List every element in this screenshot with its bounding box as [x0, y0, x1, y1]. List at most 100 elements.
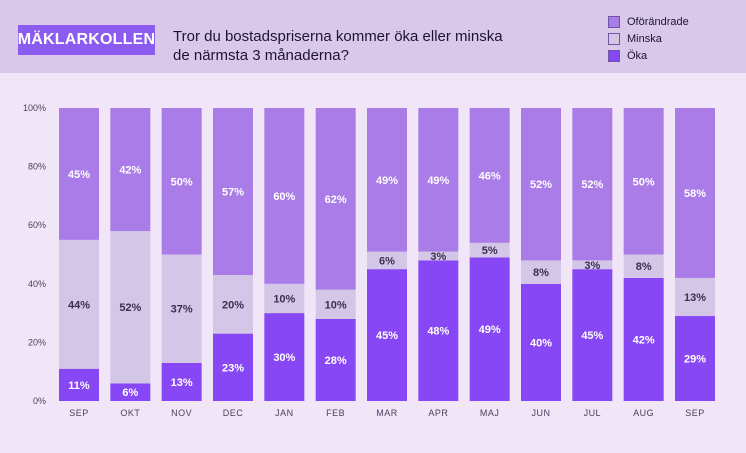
stacked-bar-chart: 0% 20% 40% 60% 80% 100% 11% 44% 45% SEP 6% 52% 42% OK…	[23, 103, 715, 418]
chart-title-line-2: de närmsta 3 månaderna?	[173, 47, 349, 64]
bar-segment-oforandrade	[315, 108, 356, 290]
bar-segment-oforandrade	[367, 108, 407, 252]
bar-segment-oforandrade	[418, 108, 459, 252]
data-label: 50%	[171, 176, 193, 188]
data-label: 40%	[530, 337, 552, 349]
x-tick-label: SEP	[685, 408, 705, 418]
x-tick-label: SEP	[69, 408, 89, 418]
data-label: 45%	[376, 330, 398, 342]
bar-segment-oforandrade	[623, 108, 664, 255]
data-label: 46%	[479, 170, 501, 182]
data-label: 37%	[171, 304, 193, 316]
data-label: 5%	[482, 245, 498, 257]
bar-segment-oka	[367, 269, 407, 401]
data-label: 3%	[584, 260, 600, 272]
bar-segment-minska	[675, 277, 715, 317]
bar-segment-oka	[572, 269, 613, 401]
bar-segment-oforandrade	[213, 108, 253, 276]
legend-item-minska: Minska	[608, 30, 689, 47]
data-label: 6%	[379, 255, 395, 267]
bar-segment-oforandrade	[572, 108, 613, 261]
data-label: 28%	[325, 355, 347, 367]
data-label: 8%	[533, 267, 549, 279]
bar-segment-minska	[264, 283, 305, 314]
bar-segment-minska	[623, 254, 664, 278]
brand-logo: MÄKLARKOLLEN	[18, 25, 155, 55]
legend-item-oka: Öka	[608, 47, 689, 64]
x-tick-label: FEB	[326, 408, 345, 418]
bar-segment-oka	[110, 383, 151, 401]
y-tick-label: 20%	[28, 337, 46, 347]
x-tick-label: NOV	[171, 408, 192, 418]
data-label: 23%	[222, 362, 244, 374]
data-label: 6%	[122, 387, 138, 399]
bar-segment-oka	[675, 316, 715, 401]
legend-swatch-oka	[608, 49, 620, 62]
x-tick-label: JAN	[275, 408, 294, 418]
bar-segment-minska	[213, 275, 253, 334]
bar-segment-oka	[315, 318, 356, 401]
data-label: 45%	[581, 330, 603, 342]
data-label: 58%	[684, 188, 706, 200]
x-tick-label: JUL	[584, 408, 602, 418]
data-label: 3%	[430, 251, 446, 263]
chart-title-line-1: Tror du bostadspriserna kommer öka eller…	[173, 28, 503, 45]
bar-segment-oka	[161, 362, 202, 401]
bar-segment-oka	[264, 313, 305, 401]
data-label: 11%	[68, 380, 90, 392]
bar-segment-minska	[572, 260, 613, 270]
data-label: 8%	[636, 261, 652, 273]
legend-label-oforandrade: Oförändrade	[627, 15, 689, 28]
legend-item-oforandrade: Oförändrade	[608, 13, 689, 30]
data-label: 52%	[581, 179, 603, 191]
chart-area: 0% 20% 40% 60% 80% 100% 11% 44% 45% SEP 6% 52% 42% OK…	[0, 73, 746, 453]
legend-label-oka: Öka	[627, 49, 648, 62]
data-label: 10%	[273, 293, 295, 305]
bar-segment-minska	[315, 289, 356, 319]
data-label: 50%	[633, 176, 655, 188]
x-tick-label: AUG	[633, 408, 654, 418]
bar-segment-oka	[213, 333, 253, 401]
bar-segment-minska	[367, 251, 407, 270]
bar-segment-oka	[418, 260, 459, 401]
data-label: 60%	[273, 191, 295, 203]
bar-segment-oforandrade	[110, 108, 151, 232]
bar-segment-oforandrade	[264, 108, 305, 284]
chart-title: Tror du bostadspriserna kommer öka eller…	[173, 27, 563, 65]
bar-segment-oka	[521, 283, 561, 401]
bar-segment-minska	[110, 231, 151, 384]
data-label: 49%	[376, 175, 398, 187]
bar-segment-oforandrade	[161, 108, 202, 255]
data-label: 13%	[684, 292, 706, 304]
bar-segment-minska	[59, 239, 99, 369]
y-tick-label: 40%	[28, 279, 46, 289]
bar-segment-oka	[469, 257, 510, 401]
bar-segment-oforandrade	[59, 108, 99, 240]
data-label: 57%	[222, 187, 244, 199]
bar-segment-minska	[469, 242, 510, 258]
x-tick-label: OKT	[120, 408, 140, 418]
y-tick-label: 0%	[33, 396, 46, 406]
x-tick-label: APR	[428, 408, 448, 418]
bar-segment-oforandrade	[469, 108, 510, 243]
data-label: 42%	[633, 334, 655, 346]
bar-segment-oforandrade	[675, 108, 715, 278]
data-label: 29%	[684, 354, 706, 366]
data-label: 52%	[530, 179, 552, 191]
data-label: 49%	[479, 324, 501, 336]
x-tick-label: JUN	[532, 408, 551, 418]
data-label: 45%	[68, 169, 90, 181]
data-label: 10%	[325, 299, 347, 311]
bar-segment-minska	[161, 254, 202, 363]
bar-segment-minska	[418, 251, 459, 261]
header-bar: MÄKLARKOLLEN Tror du bostadspriserna kom…	[0, 0, 746, 73]
data-label: 13%	[171, 377, 193, 389]
data-label: 49%	[427, 175, 449, 187]
data-label: 52%	[119, 302, 141, 314]
data-label: 44%	[68, 299, 90, 311]
bar-segment-oka	[623, 277, 664, 401]
y-tick-label: 100%	[23, 103, 46, 113]
data-label: 48%	[427, 326, 449, 338]
bar-segment-oka	[59, 368, 99, 401]
data-label: 20%	[222, 299, 244, 311]
